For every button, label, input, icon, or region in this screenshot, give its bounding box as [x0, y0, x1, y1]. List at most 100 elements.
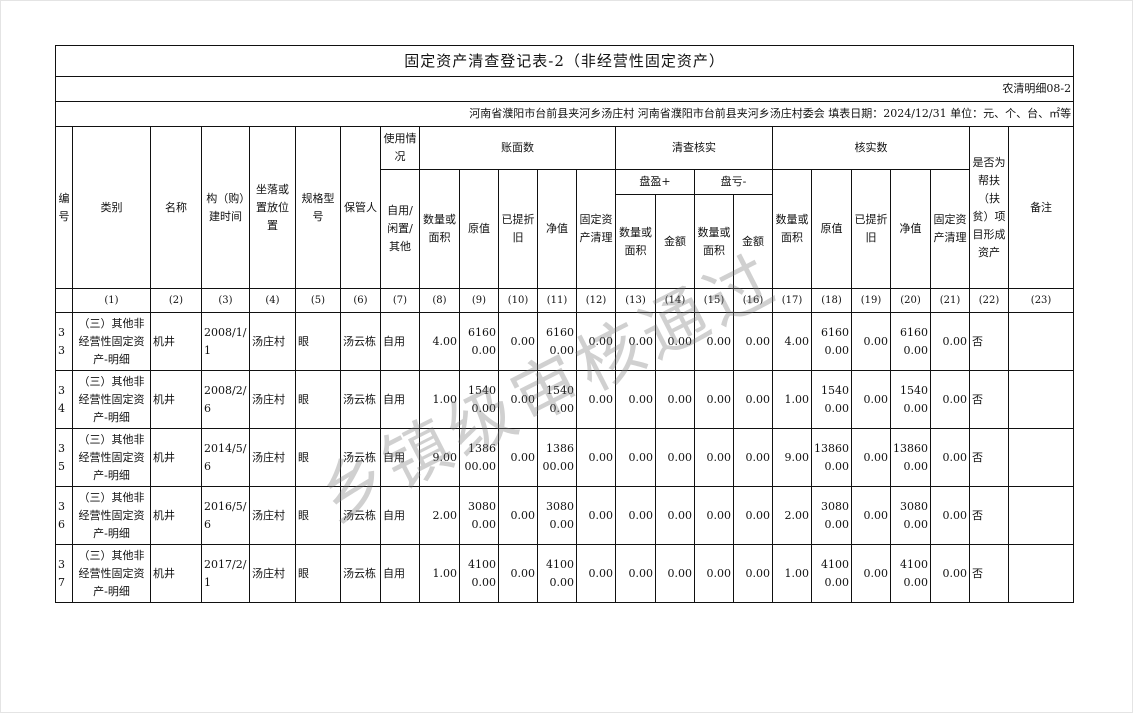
cell-book-net: 41000.00	[537, 544, 577, 603]
header-deficit-qty: 数量或面积	[694, 194, 734, 289]
column-number: (14)	[655, 288, 695, 313]
cell-book-orig: 61600.00	[459, 312, 499, 371]
cell-surplus-amount: 0.00	[655, 370, 695, 429]
cell-ver-depr: 0.00	[851, 370, 891, 429]
cell-book-qty: 9.00	[419, 428, 460, 487]
cell-ver-orig: 15400.00	[811, 370, 852, 429]
header-keeper: 保管人	[340, 126, 381, 289]
column-number: (8)	[419, 288, 460, 313]
cell-book-qty: 4.00	[419, 312, 460, 371]
cell-ver-clear: 0.00	[930, 370, 970, 429]
header-book-orig: 原值	[459, 169, 499, 289]
cell-book-orig: 15400.00	[459, 370, 499, 429]
cell-keeper: 汤云栋	[340, 312, 381, 371]
cell-poverty: 否	[969, 428, 1009, 487]
cell-poverty: 否	[969, 544, 1009, 603]
cell-usage: 自用	[380, 486, 420, 545]
column-number: (3)	[201, 288, 250, 313]
cell-surplus-amount: 0.00	[655, 544, 695, 603]
header-usage: 使用情况	[380, 126, 420, 170]
cell-no: 34	[55, 370, 73, 429]
header-deficit-amount: 金额	[733, 194, 773, 289]
cell-ver-depr: 0.00	[851, 486, 891, 545]
cell-category: （三）其他非经营性固定资产-明细	[72, 428, 151, 487]
header-location: 坐落或置放位置	[249, 126, 296, 289]
column-number: (11)	[537, 288, 577, 313]
cell-deficit-amount: 0.00	[733, 312, 773, 371]
cell-deficit-amount: 0.00	[733, 486, 773, 545]
column-number: (23)	[1007, 288, 1075, 313]
cell-ver-depr: 0.00	[851, 312, 891, 371]
cell-book-clear: 0.00	[576, 312, 616, 371]
cell-name: 机井	[150, 312, 202, 371]
cell-deficit-qty: 0.00	[694, 428, 734, 487]
table-row: 36 （三）其他非经营性固定资产-明细 机井 2016/5/6 汤庄村眼汤云栋 自用 2.0…	[55, 486, 1075, 545]
header-deficit: 盘亏-	[694, 169, 773, 195]
cell-spec: 眼	[295, 428, 341, 487]
cell-ver-net: 41000.00	[890, 544, 931, 603]
cell-category: （三）其他非经营性固定资产-明细	[72, 370, 151, 429]
cell-keeper: 汤云栋	[340, 428, 381, 487]
cell-ver-qty: 2.00	[772, 486, 812, 545]
cell-no: 36	[55, 486, 73, 545]
header-book-net: 净值	[537, 169, 577, 289]
cell-surplus-amount: 0.00	[655, 428, 695, 487]
cell-ver-orig: 41000.00	[811, 544, 852, 603]
page-title: 固定资产清查登记表-2（非经营性固定资产）	[54, 45, 1075, 77]
cell-surplus-qty: 0.00	[615, 428, 656, 487]
column-number: (17)	[772, 288, 812, 313]
cell-deficit-amount: 0.00	[733, 428, 773, 487]
cell-category: （三）其他非经营性固定资产-明细	[72, 544, 151, 603]
header-build-time: 构（购）建时间	[201, 126, 250, 289]
cell-poverty: 否	[969, 370, 1009, 429]
cell-build-time: 2008/2/6	[201, 370, 250, 429]
cell-book-clear: 0.00	[576, 486, 616, 545]
cell-deficit-amount: 0.00	[733, 544, 773, 603]
cell-ver-orig: 138600.00	[811, 428, 852, 487]
header-verified: 核实数	[772, 126, 970, 170]
cell-usage: 自用	[380, 312, 420, 371]
cell-ver-clear: 0.00	[930, 544, 970, 603]
cell-spec: 眼	[295, 370, 341, 429]
header-poverty: 是否为帮扶（扶贫）项目形成资产	[969, 126, 1009, 289]
table-row: 34 （三）其他非经营性固定资产-明细 机井 2008/2/6 汤庄村眼汤云栋 自用 1.0…	[55, 370, 1075, 429]
cell-remark	[1007, 544, 1075, 603]
cell-keeper: 汤云栋	[340, 544, 381, 603]
cell-keeper: 汤云栋	[340, 486, 381, 545]
cell-book-orig: 138600.00	[459, 428, 499, 487]
header-ver-depr: 已提折旧	[851, 169, 891, 289]
cell-remark	[1007, 486, 1075, 545]
cell-surplus-amount: 0.00	[655, 312, 695, 371]
cell-spec: 眼	[295, 544, 341, 603]
cell-deficit-qty: 0.00	[694, 544, 734, 603]
cell-name: 机井	[150, 544, 202, 603]
cell-book-net: 30800.00	[537, 486, 577, 545]
cell-usage: 自用	[380, 544, 420, 603]
column-number: (21)	[930, 288, 970, 313]
cell-book-clear: 0.00	[576, 428, 616, 487]
table-row: 35 （三）其他非经营性固定资产-明细 机井 2014/5/6 汤庄村眼汤云栋 自用 9.0…	[55, 428, 1075, 487]
asset-register-table: 固定资产清查登记表-2（非经营性固定资产） 农清明细08-2 河南省濮阳市台前县…	[54, 45, 1075, 603]
column-number: (22)	[969, 288, 1009, 313]
cell-build-time: 2008/1/1	[201, 312, 250, 371]
cell-no: 37	[55, 544, 73, 603]
header-check: 清查核实	[615, 126, 773, 170]
cell-surplus-qty: 0.00	[615, 544, 656, 603]
cell-location: 汤庄村	[249, 370, 296, 429]
form-code: 农清明细08-2	[54, 76, 1075, 102]
cell-poverty: 否	[969, 312, 1009, 371]
column-number: (7)	[380, 288, 420, 313]
cell-book-orig: 30800.00	[459, 486, 499, 545]
cell-location: 汤庄村	[249, 428, 296, 487]
header-ver-net: 净值	[890, 169, 931, 289]
cell-surplus-qty: 0.00	[615, 486, 656, 545]
column-number: (4)	[249, 288, 296, 313]
column-number	[55, 288, 73, 313]
cell-name: 机井	[150, 486, 202, 545]
cell-ver-qty: 9.00	[772, 428, 812, 487]
cell-no: 35	[55, 428, 73, 487]
cell-book-depr: 0.00	[498, 312, 538, 371]
info-line: 河南省濮阳市台前县夹河乡汤庄村 河南省濮阳市台前县夹河乡汤庄村委会 填表日期：2…	[54, 101, 1075, 127]
header-spec: 规格型号	[295, 126, 341, 289]
column-number: (10)	[498, 288, 538, 313]
